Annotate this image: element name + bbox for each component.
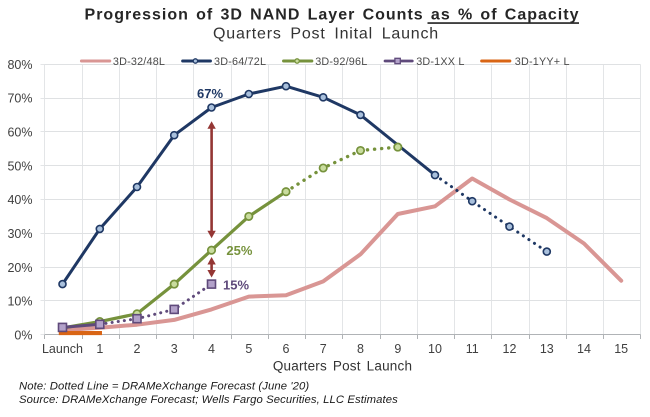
svg-text:Launch: Launch: [42, 342, 83, 356]
svg-text:3: 3: [171, 342, 178, 356]
svg-text:Progression of 3D NAND Layer C: Progression of 3D NAND Layer Counts as %…: [85, 7, 580, 24]
svg-text:6: 6: [283, 342, 290, 356]
svg-text:3D-1XX L: 3D-1XX L: [416, 56, 464, 68]
svg-text:2: 2: [134, 342, 141, 356]
svg-text:Quarters Post Inital Launch: Quarters Post Inital Launch: [213, 26, 439, 43]
svg-text:Source: DRAMeXchange Forecast;: Source: DRAMeXchange Forecast; Wells Far…: [19, 394, 398, 406]
svg-text:15%: 15%: [223, 277, 249, 292]
svg-text:60%: 60%: [7, 125, 32, 139]
svg-text:12: 12: [503, 342, 517, 356]
svg-text:30%: 30%: [7, 227, 32, 241]
svg-text:3D-64/72L: 3D-64/72L: [214, 56, 266, 68]
svg-text:0%: 0%: [14, 328, 32, 342]
svg-text:70%: 70%: [7, 92, 32, 106]
svg-text:80%: 80%: [7, 58, 32, 72]
svg-text:7: 7: [320, 342, 327, 356]
svg-text:8: 8: [357, 342, 364, 356]
svg-text:9: 9: [394, 342, 401, 356]
svg-text:5: 5: [245, 342, 252, 356]
svg-text:3D-1YY+ L: 3D-1YY+ L: [515, 56, 570, 68]
svg-text:3D-92/96L: 3D-92/96L: [315, 56, 367, 68]
svg-text:40%: 40%: [7, 193, 32, 207]
svg-text:13: 13: [540, 342, 554, 356]
svg-text:4: 4: [208, 342, 215, 356]
svg-text:20%: 20%: [7, 261, 32, 275]
svg-text:15: 15: [614, 342, 628, 356]
svg-text:14: 14: [577, 342, 591, 356]
svg-text:25%: 25%: [226, 243, 252, 258]
svg-text:11: 11: [466, 342, 479, 356]
svg-text:1: 1: [96, 342, 103, 356]
svg-text:Note: Dotted Line = DRAMeXchan: Note: Dotted Line = DRAMeXchange Forecas…: [19, 381, 309, 393]
svg-text:3D-32/48L: 3D-32/48L: [113, 56, 165, 68]
svg-text:10: 10: [428, 342, 442, 356]
svg-text:67%: 67%: [197, 86, 223, 101]
svg-text:Quarters Post Launch: Quarters Post Launch: [273, 359, 412, 374]
svg-text:50%: 50%: [7, 159, 32, 173]
svg-text:10%: 10%: [7, 295, 32, 309]
